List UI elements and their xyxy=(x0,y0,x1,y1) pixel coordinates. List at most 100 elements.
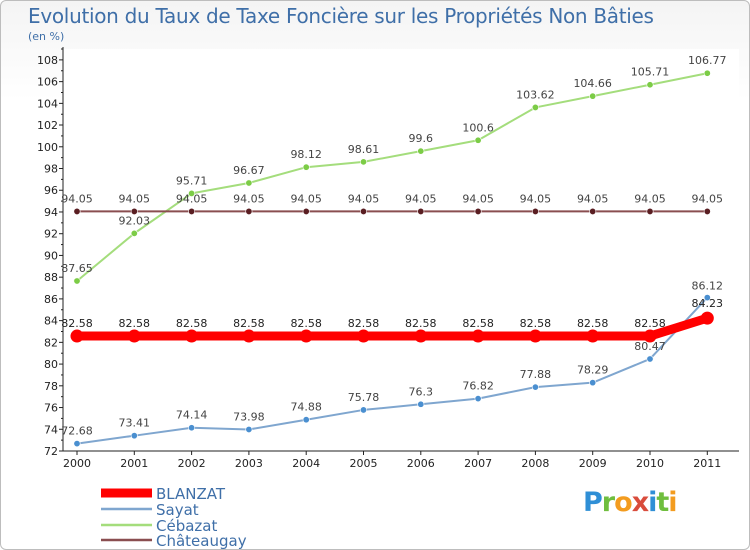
chart-title: Evolution du Taux de Taxe Foncière sur l… xyxy=(28,4,654,28)
data-label-sayat: 73.98 xyxy=(233,410,265,423)
y-tick-label: 80 xyxy=(44,358,58,371)
y-tick-label: 92 xyxy=(44,228,58,241)
data-point-châteaugay xyxy=(474,207,482,215)
data-point-cébazat xyxy=(302,163,310,171)
data-point-blanzat xyxy=(70,329,84,343)
plot-background xyxy=(63,49,739,451)
data-label-cébazat: 99.6 xyxy=(409,132,434,145)
data-label-blanzat: 82.58 xyxy=(290,317,322,330)
data-point-sayat xyxy=(531,383,539,391)
data-label-cébazat: 98.12 xyxy=(290,148,322,161)
data-point-blanzat xyxy=(414,329,428,343)
data-point-châteaugay xyxy=(703,207,711,215)
y-tick-label: 90 xyxy=(44,249,58,262)
data-label-sayat: 74.88 xyxy=(290,401,322,414)
y-tick-label: 84 xyxy=(44,315,58,328)
y-tick-label: 104 xyxy=(37,97,58,110)
data-point-châteaugay xyxy=(73,207,81,215)
data-label-châteaugay: 94.05 xyxy=(692,192,724,205)
data-point-sayat xyxy=(302,416,310,424)
data-point-blanzat xyxy=(643,329,657,343)
data-point-cébazat xyxy=(531,103,539,111)
y-tick-label: 86 xyxy=(44,293,58,306)
data-label-châteaugay: 94.05 xyxy=(520,192,552,205)
logo-letter: o xyxy=(614,487,633,518)
data-point-sayat xyxy=(646,355,654,363)
data-label-châteaugay: 94.05 xyxy=(61,192,93,205)
data-point-blanzat xyxy=(127,329,141,343)
x-tick-label: 2000 xyxy=(63,457,91,470)
data-label-sayat: 77.88 xyxy=(520,368,552,381)
data-label-cébazat: 92.03 xyxy=(119,214,151,227)
x-tick-label: 2001 xyxy=(120,457,148,470)
data-label-blanzat: 82.58 xyxy=(462,317,494,330)
y-tick-label: 102 xyxy=(37,119,58,132)
x-tick-label: 2005 xyxy=(350,457,378,470)
data-label-châteaugay: 94.05 xyxy=(348,192,380,205)
data-label-cébazat: 100.6 xyxy=(462,121,494,134)
y-tick-label: 94 xyxy=(44,206,58,219)
x-tick-label: 2008 xyxy=(521,457,549,470)
y-tick-label: 100 xyxy=(37,141,58,154)
y-tick-label: 98 xyxy=(44,163,58,176)
legend-label-sayat: Sayat xyxy=(156,501,199,519)
data-point-châteaugay xyxy=(531,207,539,215)
series-line-cébazat xyxy=(76,72,709,282)
data-point-cébazat xyxy=(73,277,81,285)
data-label-châteaugay: 94.05 xyxy=(176,192,208,205)
data-label-blanzat: 82.58 xyxy=(577,317,609,330)
data-point-cébazat xyxy=(417,147,425,155)
y-tick-label: 72 xyxy=(44,445,58,458)
data-point-sayat xyxy=(73,440,81,448)
data-point-cébazat xyxy=(474,136,482,144)
data-label-sayat: 76.82 xyxy=(462,380,494,393)
y-tick-label: 74 xyxy=(44,423,58,436)
data-label-sayat: 72.68 xyxy=(61,425,93,438)
data-point-blanzat xyxy=(242,329,256,343)
x-tick-label: 2010 xyxy=(636,457,664,470)
data-label-cébazat: 96.67 xyxy=(233,164,265,177)
data-point-châteaugay xyxy=(417,207,425,215)
data-label-sayat: 78.29 xyxy=(577,364,609,377)
data-point-sayat xyxy=(245,425,253,433)
data-point-cébazat xyxy=(245,179,253,187)
x-tick-label: 2003 xyxy=(235,457,263,470)
data-point-sayat xyxy=(589,379,597,387)
data-label-blanzat: 82.58 xyxy=(634,317,666,330)
data-label-sayat: 74.14 xyxy=(176,409,208,422)
data-label-sayat: 75.78 xyxy=(348,391,380,404)
x-tick-label: 2002 xyxy=(178,457,206,470)
data-labels: 82.58 82.58 82.58 82.58 82.58 82.58 82.58 82.58… xyxy=(61,54,726,437)
data-label-cébazat: 98.61 xyxy=(348,143,380,156)
x-tick-label: 2006 xyxy=(407,457,435,470)
x-tick-label: 2009 xyxy=(579,457,607,470)
data-point-sayat xyxy=(417,400,425,408)
proxiti-logo: Proxiti xyxy=(583,487,678,518)
y-tick-label: 82 xyxy=(44,336,58,349)
data-label-blanzat: 82.58 xyxy=(348,317,380,330)
data-point-châteaugay xyxy=(302,207,310,215)
data-label-cébazat: 95.71 xyxy=(176,174,208,187)
data-point-cébazat xyxy=(359,158,367,166)
data-point-cébazat xyxy=(188,189,196,197)
x-tick-label: 2007 xyxy=(464,457,492,470)
y-tick-label: 78 xyxy=(44,380,58,393)
data-point-sayat xyxy=(130,432,138,440)
data-label-châteaugay: 94.05 xyxy=(119,192,151,205)
data-point-blanzat xyxy=(357,329,370,343)
data-point-châteaugay xyxy=(359,207,367,215)
data-point-blanzat xyxy=(700,311,714,325)
data-label-sayat: 76.3 xyxy=(409,385,434,398)
y-tick-label: 106 xyxy=(37,76,58,89)
x-tick-label: 2011 xyxy=(693,457,721,470)
y-tick-label: 88 xyxy=(44,271,58,284)
data-label-cébazat: 105.71 xyxy=(631,66,670,79)
data-label-cébazat: 87.65 xyxy=(61,262,93,275)
y-axis-unit: (en %) xyxy=(28,30,65,43)
plot-area xyxy=(63,49,739,451)
data-point-châteaugay xyxy=(130,207,138,215)
legend-label-cébazat: Cébazat xyxy=(156,517,217,535)
data-label-sayat: 86.12 xyxy=(692,280,724,293)
data-point-châteaugay xyxy=(646,207,654,215)
